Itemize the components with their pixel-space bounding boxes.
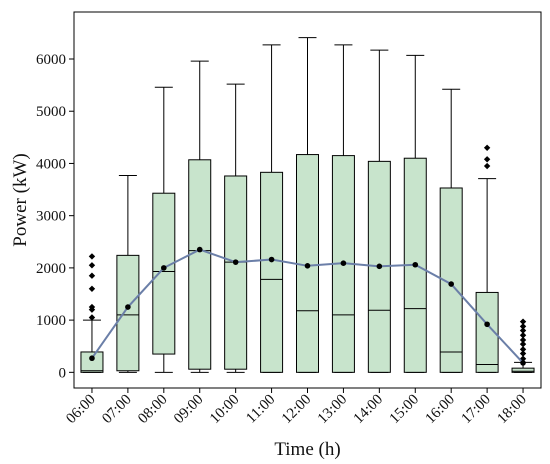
- box-body: [116, 254, 140, 372]
- outlier-point: [483, 144, 491, 151]
- x-tick-label: 13:00: [315, 392, 350, 427]
- mean-point: [484, 321, 490, 328]
- mean-point: [89, 355, 95, 362]
- outlier-point: [519, 346, 527, 353]
- y-tick-label: 5000: [36, 104, 66, 120]
- mean-point: [520, 360, 526, 366]
- x-tick-label: 08:00: [135, 392, 170, 427]
- x-tick-label: 15:00: [387, 392, 422, 427]
- box-13:00: [331, 44, 355, 373]
- outlier-point: [483, 162, 491, 170]
- outlier-point: [519, 323, 527, 330]
- box-body: [260, 171, 284, 373]
- mean-point: [304, 263, 311, 269]
- outlier-point: [88, 272, 96, 279]
- box-body: [511, 367, 535, 373]
- x-tick-label: 16:00: [423, 392, 458, 427]
- box-body: [439, 187, 463, 373]
- outlier-point: [88, 285, 96, 292]
- box-11:00: [260, 44, 284, 373]
- x-axis: 06:00 07:00 08:00 09:00 10:00 11:00 12:00 13:00…: [63, 388, 530, 427]
- mean-markers: [89, 246, 526, 366]
- x-tick-label: 10:00: [207, 392, 242, 427]
- outlier-point: [88, 253, 96, 260]
- x-tick-label: 11:00: [243, 392, 278, 427]
- y-tick-label: 3000: [36, 209, 66, 225]
- mean-point: [161, 265, 167, 271]
- mean-point: [448, 281, 454, 287]
- box-body: [152, 192, 176, 355]
- box-15:00: [403, 54, 427, 373]
- box-17:00: [475, 144, 499, 373]
- x-tick-label: 18:00: [494, 392, 529, 427]
- box-07:00: [116, 174, 140, 373]
- box-series: [80, 37, 535, 373]
- mean-point: [196, 246, 203, 253]
- mean-point: [268, 256, 275, 263]
- outlier-point: [519, 350, 527, 357]
- box-14:00: [367, 49, 391, 373]
- y-tick-label: 4000: [36, 156, 66, 172]
- y-tick-label: 6000: [36, 52, 66, 68]
- outlier-point: [519, 340, 527, 348]
- outlier-point: [88, 262, 96, 269]
- outlier-point: [519, 332, 527, 339]
- outlier-point: [519, 327, 527, 334]
- outlier-point: [519, 336, 527, 344]
- mean-point: [125, 304, 131, 310]
- outlier-point: [88, 314, 96, 321]
- x-tick-label: 14:00: [351, 392, 386, 427]
- y-axis-title: Power (kW): [10, 153, 31, 246]
- outlier-point: [519, 318, 527, 325]
- y-tick-label: 1000: [36, 313, 66, 329]
- box-16:00: [439, 88, 463, 373]
- box-body: [80, 351, 104, 373]
- outlier-point: [483, 156, 491, 163]
- box-08:00: [152, 86, 176, 373]
- mean-point: [376, 263, 383, 270]
- box-06:00: [80, 253, 104, 373]
- y-axis: 0 1000 2000 3000 4000 5000 6000: [36, 52, 74, 381]
- x-tick-label: 12:00: [279, 392, 314, 427]
- box-09:00: [188, 60, 212, 373]
- mean-point: [412, 261, 419, 268]
- mean-point: [232, 259, 239, 265]
- mean-point: [340, 260, 347, 266]
- box-body: [475, 291, 499, 373]
- x-tick-label: 17:00: [458, 392, 493, 427]
- y-tick-label: 2000: [36, 261, 66, 277]
- box-body: [224, 175, 248, 370]
- x-tick-label: 07:00: [99, 392, 134, 427]
- x-tick-label: 09:00: [171, 392, 206, 427]
- y-tick-label: 0: [59, 365, 67, 381]
- outlier-point: [88, 303, 96, 311]
- box-12:00: [296, 37, 319, 373]
- box-18:00: [511, 318, 535, 373]
- box-10:00: [224, 83, 248, 373]
- x-axis-title: Time (h): [274, 439, 340, 460]
- x-tick-label: 06:00: [63, 392, 98, 427]
- box-body: [188, 159, 212, 370]
